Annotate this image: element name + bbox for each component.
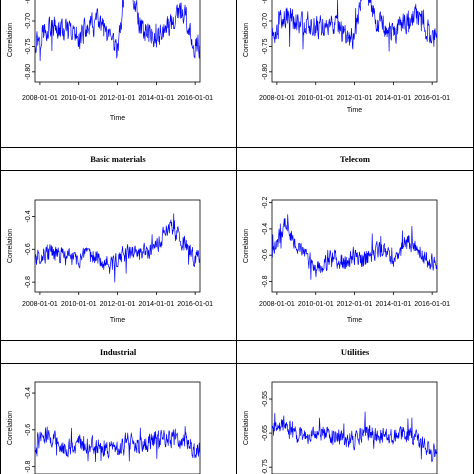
plot-frame [271,0,438,83]
x-tick-label: 2010-01-01 [298,95,334,102]
x-tick-label: 2012-01-01 [337,301,373,308]
y-axis-title: Correlation [243,229,250,263]
y-axis-title: Correlation [243,411,250,445]
x-axis-title: Time [110,115,125,122]
section-title-utilities: Utilities [341,347,370,357]
x-tick-label: 2012-01-01 [100,95,136,102]
chart-panel: -0.75 -0.65 -0.55 Correlation [243,381,438,474]
correlation-series-line [271,214,438,280]
section-title-telecom: Telecom [340,154,370,164]
y-tick-label: -0.8 [25,461,32,473]
chart-panel: -0.8 -0.6 -0.4 2008-01-01 2010-01-01 2012-01-… [7,199,213,324]
plot-frame [34,199,201,293]
x-tick-label: 2016-01-01 [414,301,450,308]
y-tick-label: -0.70 [262,13,269,29]
x-tick-label: 2012-01-01 [100,301,136,308]
y-tick-label: -0.80 [25,64,32,80]
x-tick-label: 2014-01-01 [375,301,411,308]
chart-panel: -0.80-0.75-0.70-0.65-0.602008-01-012010-… [7,0,213,122]
correlation-series-line [34,0,201,62]
y-tick-label: -0.4 [25,210,32,222]
x-axis-title: Time [110,317,125,324]
x-tick-label: 2016-01-01 [177,95,213,102]
y-tick-label: -0.80 [262,64,269,80]
y-tick-label: -0.70 [25,13,32,29]
y-tick-label: -0.4 [25,387,32,399]
y-tick-label: -0.55 [262,391,269,407]
x-tick-label: 2016-01-01 [177,301,213,308]
y-tick-label: -0.65 [262,425,269,441]
y-tick-label: -0.75 [25,38,32,54]
x-tick-label: 2008-01-01 [259,301,295,308]
x-tick-label: 2008-01-01 [22,301,58,308]
plot-frame [271,199,438,293]
y-tick-label: -0.8 [25,276,32,288]
plot-frame [34,381,201,474]
y-tick-label: -0.6 [25,243,32,255]
correlation-series-line [34,213,201,283]
x-tick-label: 2014-01-01 [138,301,174,308]
chart-panel: -0.8 -0.6 -0.4 Correlation [7,381,201,474]
x-tick-label: 2012-01-01 [337,95,373,102]
x-tick-label: 2008-01-01 [22,95,58,102]
section-title-industrial: Industrial [100,347,137,357]
x-axis-title: Time [347,317,362,324]
correlation-series-line [271,0,438,52]
correlation-series-line [271,411,438,463]
x-tick-label: 2014-01-01 [138,95,174,102]
x-tick-label: 2010-01-01 [61,95,97,102]
y-axis-title: Correlation [7,229,14,263]
y-tick-label: -0.75 [262,459,269,474]
y-tick-label: -0.4 [262,223,269,235]
y-tick-label: -0.2 [262,196,269,208]
x-axis-title: Time [347,107,362,114]
y-axis-title: Correlation [243,23,250,57]
section-title-basic-materials: Basic materials [90,154,146,164]
x-tick-label: 2010-01-01 [298,301,334,308]
y-tick-label: -0.8 [262,275,269,287]
y-tick-label: -0.65 [262,0,269,4]
y-axis-title: Correlation [7,23,14,57]
x-tick-label: 2014-01-01 [375,95,411,102]
chart-panel: -0.8 -0.6 -0.4 -0.2 2008-01-01 2010-01-01 2012… [243,196,450,324]
plot-frame [34,0,201,83]
chart-panel: -0.80-0.75-0.70-0.65-0.602008-01-012010-… [243,0,450,114]
correlation-series-line [34,426,201,463]
y-tick-label: -0.65 [25,0,32,4]
x-tick-label: 2010-01-01 [61,301,97,308]
y-tick-label: -0.75 [262,38,269,54]
y-tick-label: -0.6 [25,424,32,436]
y-axis-title: Correlation [7,411,14,445]
x-tick-label: 2008-01-01 [259,95,295,102]
x-tick-label: 2016-01-01 [414,95,450,102]
y-tick-label: -0.6 [262,249,269,261]
chart-panels: -0.80-0.75-0.70-0.65-0.602008-01-012010-… [7,0,450,474]
